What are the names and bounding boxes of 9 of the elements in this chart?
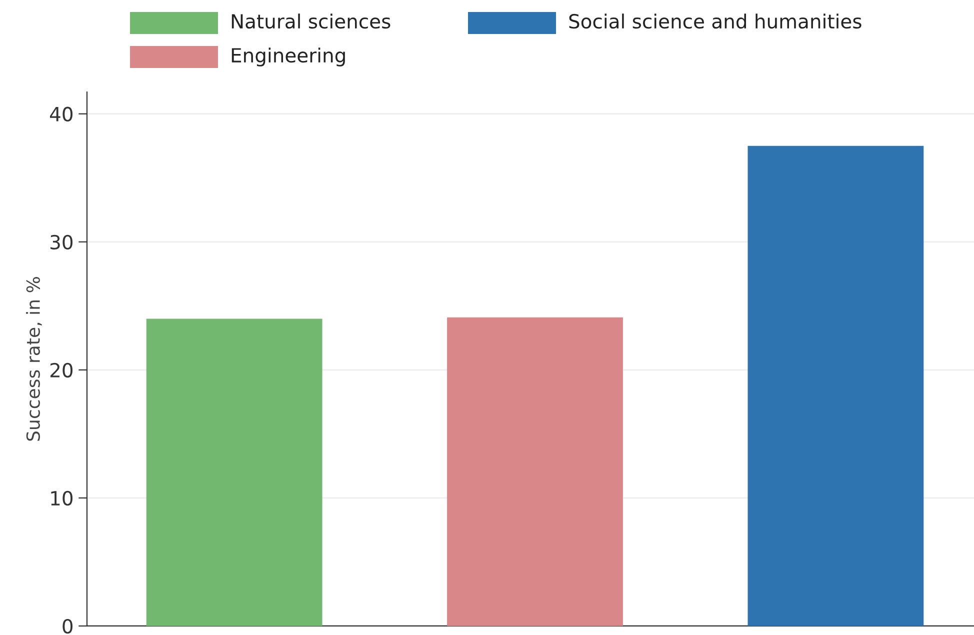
- y-tick-label: 10: [51, 490, 72, 506]
- legend-label: Natural sciences: [232, 14, 390, 29]
- legend-label: Engineering: [232, 48, 345, 66]
- y-axis-title: Success rate, in %: [26, 277, 42, 441]
- legend-label: Social science and humanities: [569, 14, 862, 29]
- y-tick-label: 0: [62, 618, 72, 634]
- y-tick-label: 20: [50, 362, 72, 378]
- y-tick-label: 30: [50, 234, 72, 250]
- y-tick-label: 40: [50, 106, 72, 122]
